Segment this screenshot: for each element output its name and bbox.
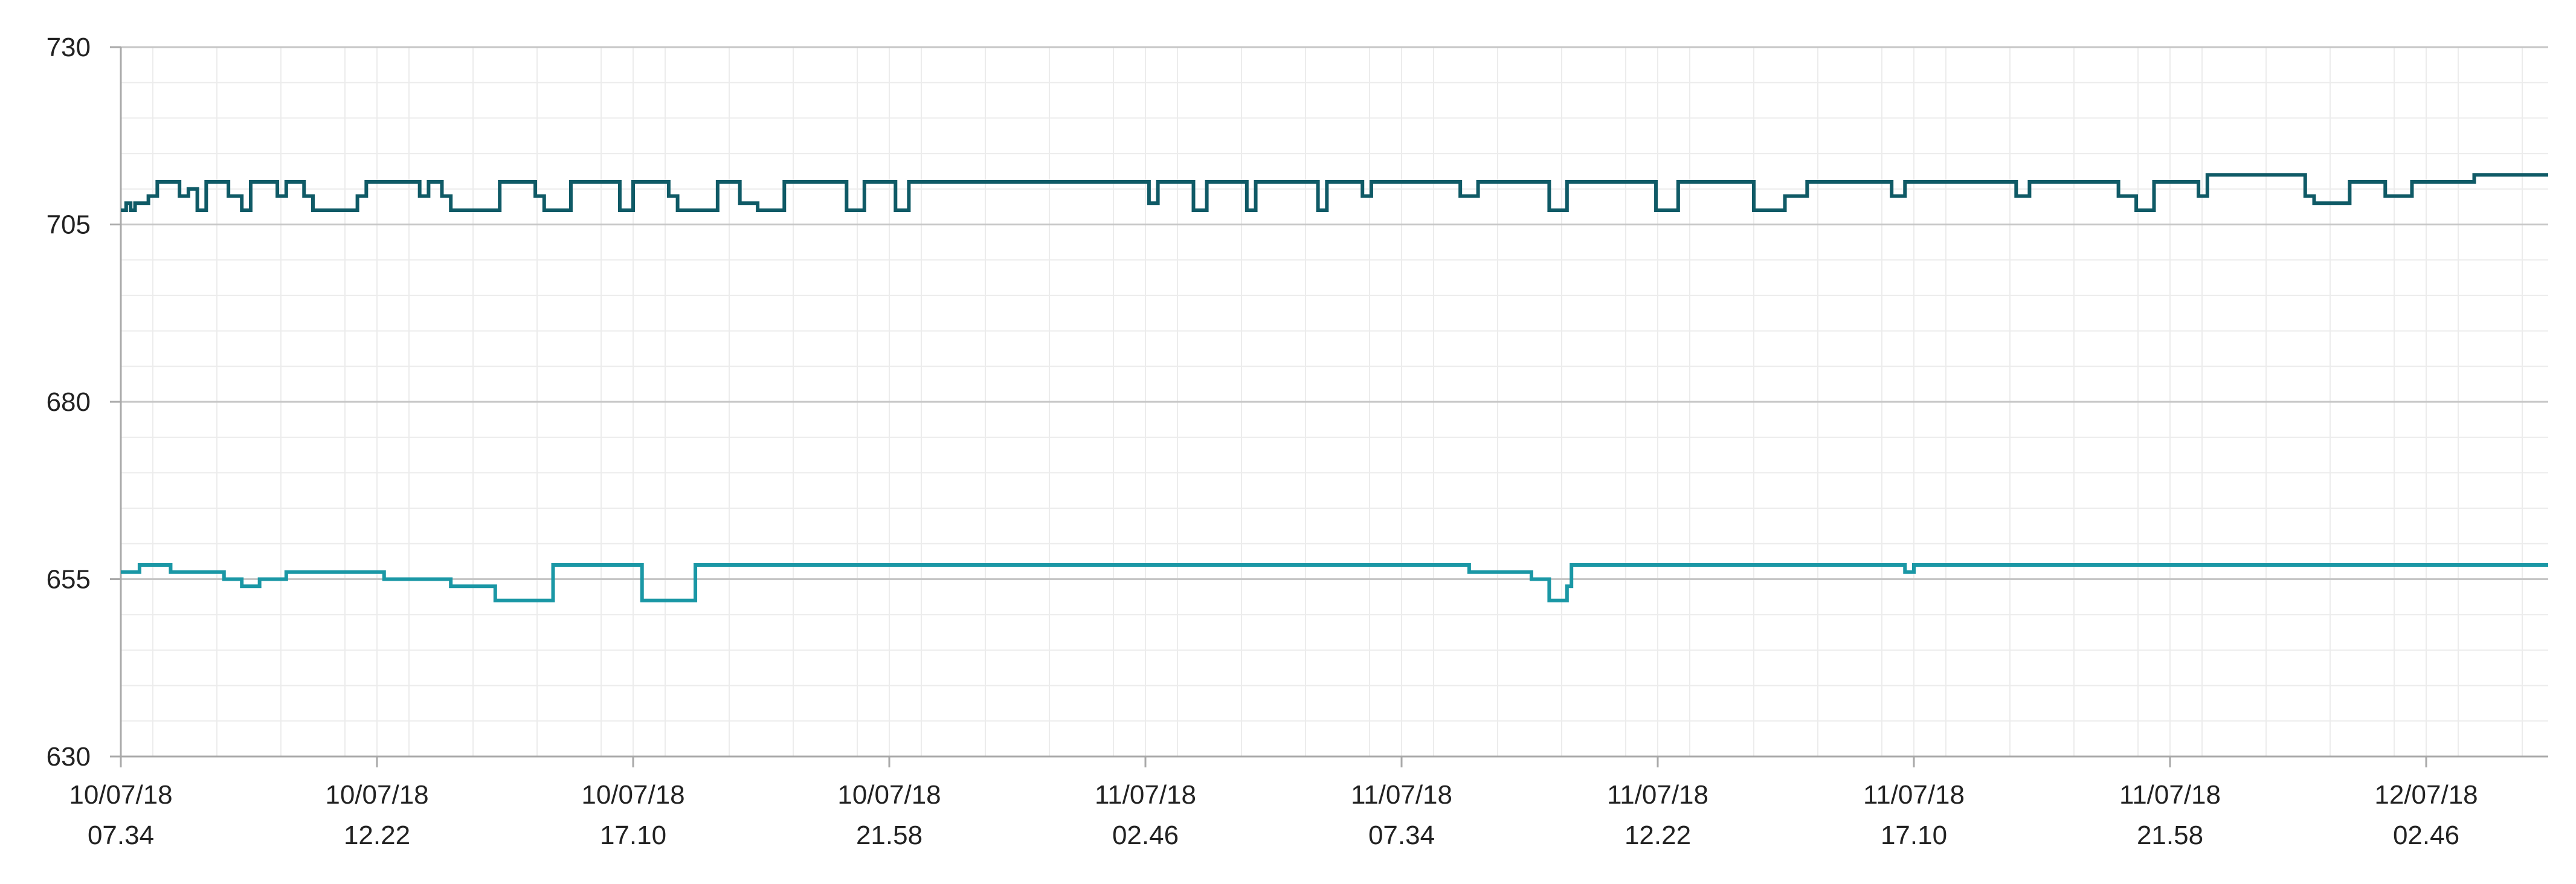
x-tick-label-time: 07.34 [88,821,154,850]
x-tick-label-date: 10/07/18 [325,780,428,810]
x-tick-label-time: 17.10 [600,821,666,850]
x-tick-label-date: 11/07/18 [1095,780,1196,810]
x-tick-label-time: 17.10 [1881,821,1947,850]
x-tick-label-date: 11/07/18 [1351,780,1452,810]
major-gridlines [110,46,2548,758]
axes [120,47,2548,767]
x-tick-label-date: 10/07/18 [581,780,684,810]
x-tick-label-date: 11/07/18 [1863,780,1965,810]
x-axis-tick-labels: 10/07/18 07.34 10/07/18 12.22 10/07/18 17.10 1… [69,780,2478,850]
y-axis-tick-labels: 630 655 680 705 730 [47,33,91,772]
x-tick-label-date: 10/07/18 [837,780,941,810]
x-tick-label-date: 11/07/18 [1607,780,1708,810]
x-tick-label-time: 02.46 [2393,821,2459,850]
x-tick-label-time: 02.46 [1112,821,1179,850]
x-tick-label-time: 12.22 [344,821,410,850]
x-tick-label-time: 12.22 [1624,821,1691,850]
series-line-1 [121,173,2548,213]
x-tick-label-time: 21.58 [2137,821,2203,850]
y-tick-label: 680 [47,387,91,417]
x-tick-label-time: 07.34 [1368,821,1435,850]
y-tick-label: 705 [47,210,91,240]
x-tick-label-date: 12/07/18 [2374,780,2478,810]
x-tick-label-date: 11/07/18 [2119,780,2221,810]
x-tick-label-time: 21.58 [856,821,923,850]
y-tick-label: 655 [47,565,91,595]
series-line-2 [121,563,2548,602]
x-tick-label-date: 10/07/18 [69,780,172,810]
y-tick-label: 630 [47,742,91,772]
series-layer [121,173,2548,602]
minor-gridlines [121,47,2548,757]
y-tick-label: 730 [47,33,91,62]
